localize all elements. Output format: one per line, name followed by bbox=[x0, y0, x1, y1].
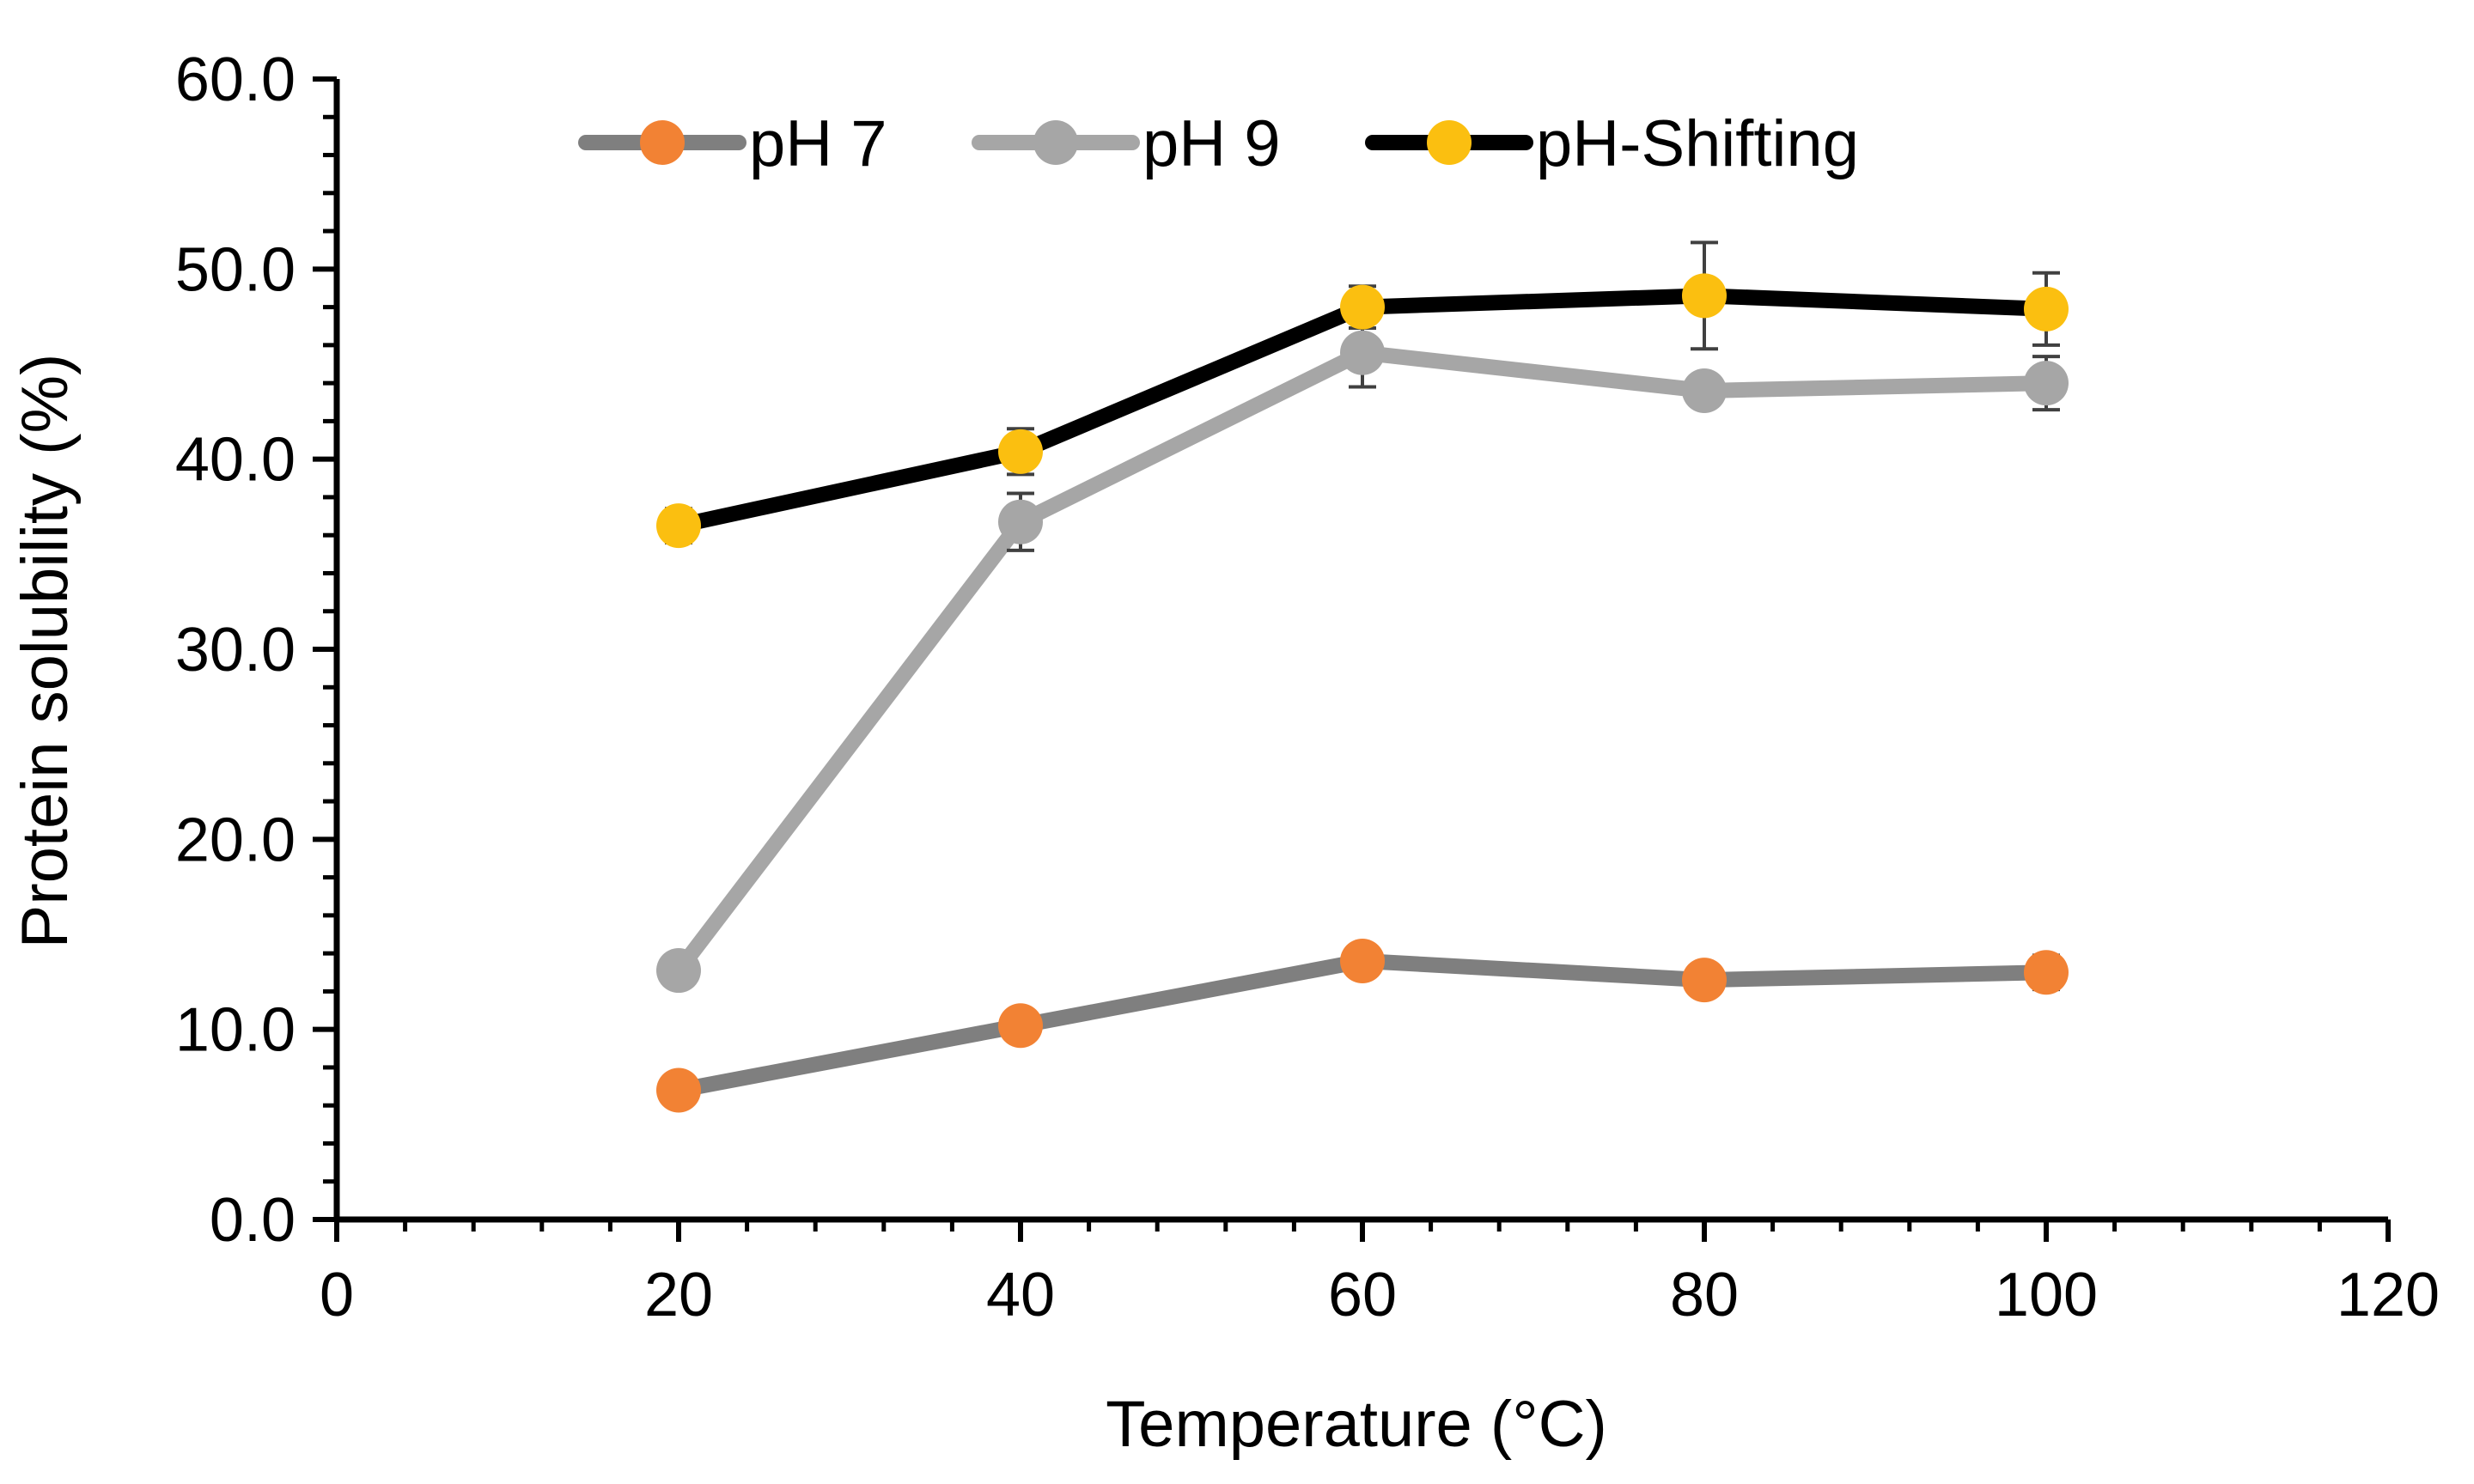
data-point bbox=[2024, 286, 2069, 331]
legend-item: pH 7 bbox=[578, 107, 887, 180]
y-axis-ticks: 0.0 10.0 20.0 30.0 40.0 50.0 60.0 bbox=[175, 46, 337, 1255]
series-line bbox=[671, 344, 2054, 979]
legend-marker bbox=[640, 120, 685, 165]
y-tick-label: 40.0 bbox=[175, 426, 296, 495]
y-tick-label: 60.0 bbox=[175, 46, 296, 114]
series-ph-shifting bbox=[656, 240, 2069, 549]
data-point bbox=[1682, 368, 1727, 413]
y-tick-label: 30.0 bbox=[175, 616, 296, 684]
data-point bbox=[1340, 938, 1385, 983]
y-tick-label: 10.0 bbox=[175, 996, 296, 1065]
y-axis-title: Protein solubility (%) bbox=[9, 354, 82, 949]
legend-item: pH-Shifting bbox=[1365, 107, 1859, 180]
x-tick-label: 40 bbox=[986, 1261, 1055, 1329]
x-tick-label: 100 bbox=[1995, 1261, 2098, 1329]
data-point bbox=[1682, 958, 1727, 1003]
x-axis-ticks: 0 20 40 60 80 100 120 bbox=[320, 1219, 2440, 1329]
legend-label: pH 9 bbox=[1143, 107, 1281, 180]
data-point bbox=[2024, 950, 2069, 995]
data-point bbox=[1340, 284, 1385, 330]
data-point bbox=[1682, 273, 1727, 319]
data-point bbox=[656, 503, 701, 549]
legend-marker bbox=[1033, 120, 1078, 165]
data-point bbox=[1340, 330, 1385, 375]
legend: pH 7 pH 9 pH-Shifting bbox=[578, 107, 1859, 180]
series-ph-9 bbox=[656, 316, 2069, 994]
legend-label: pH 7 bbox=[749, 107, 887, 180]
y-tick-label: 0.0 bbox=[210, 1186, 296, 1255]
data-point bbox=[656, 1067, 701, 1113]
x-tick-label: 60 bbox=[1328, 1261, 1397, 1329]
series-layer bbox=[656, 240, 2069, 1113]
legend-marker bbox=[1427, 120, 1472, 165]
x-tick-label: 120 bbox=[2337, 1261, 2440, 1329]
legend-label: pH-Shifting bbox=[1536, 107, 1859, 180]
data-point bbox=[998, 429, 1043, 474]
data-point bbox=[998, 499, 1043, 544]
y-tick-label: 50.0 bbox=[175, 235, 296, 304]
series-ph-7 bbox=[656, 938, 2069, 1113]
x-tick-label: 20 bbox=[644, 1261, 713, 1329]
y-tick-label: 20.0 bbox=[175, 806, 296, 874]
legend-item: pH 9 bbox=[972, 107, 1281, 180]
x-tick-label: 0 bbox=[320, 1261, 354, 1329]
data-point bbox=[656, 948, 701, 994]
data-point bbox=[2024, 361, 2069, 406]
axes bbox=[333, 79, 2388, 1223]
x-axis-title: Temperature (°C) bbox=[1106, 1388, 1607, 1461]
x-tick-label: 80 bbox=[1670, 1261, 1739, 1329]
data-point bbox=[998, 1003, 1043, 1049]
